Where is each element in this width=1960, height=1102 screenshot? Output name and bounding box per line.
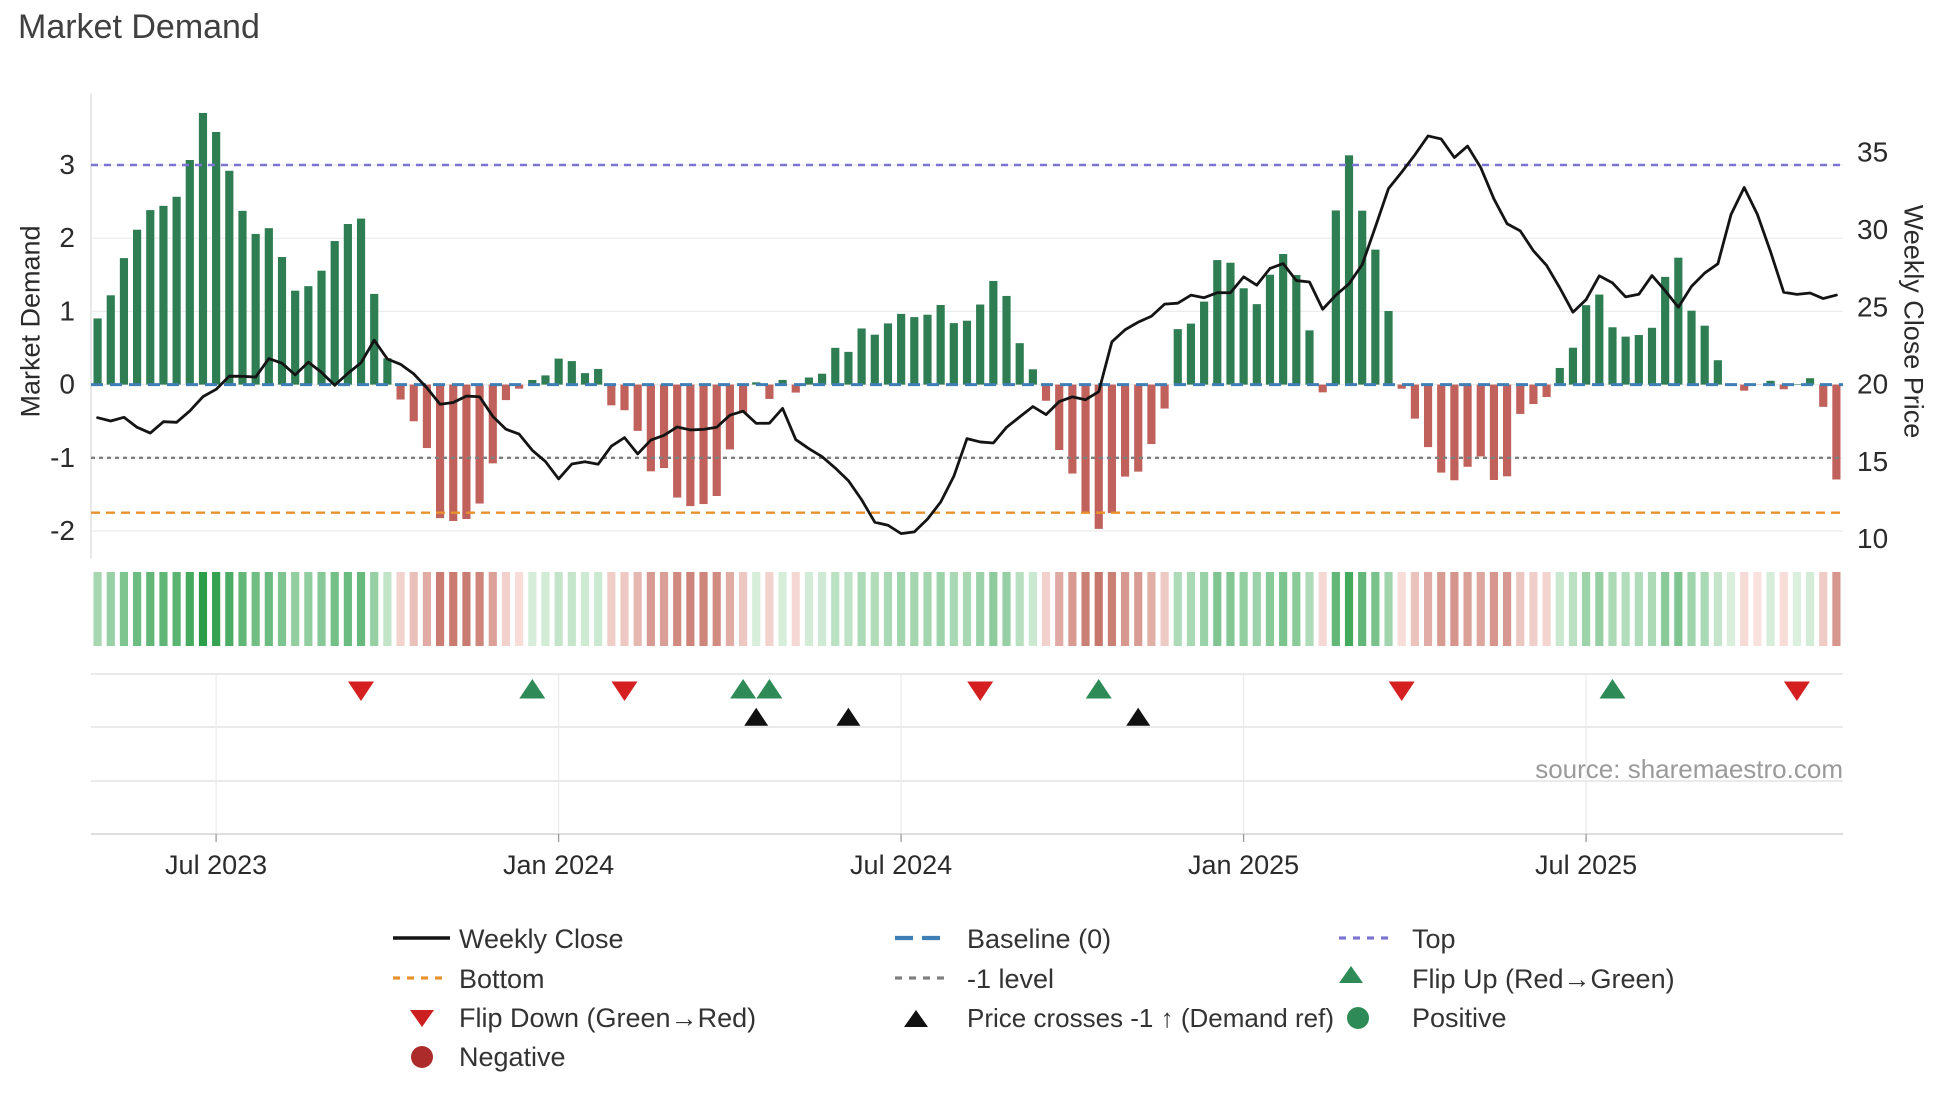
svg-text:15: 15 [1857,446,1888,477]
svg-text:Jul 2024: Jul 2024 [850,850,952,880]
svg-text:Price crosses -1 ↑ (Demand ref: Price crosses -1 ↑ (Demand ref) [967,1003,1334,1033]
svg-text:30: 30 [1857,214,1888,245]
svg-text:3: 3 [59,149,75,180]
svg-text:Jul 2025: Jul 2025 [1535,850,1637,880]
svg-text:-1 level: -1 level [967,964,1054,994]
svg-text:Jan 2024: Jan 2024 [503,850,614,880]
svg-text:0: 0 [59,369,75,400]
svg-text:-1: -1 [50,442,75,473]
svg-text:Jul 2023: Jul 2023 [165,850,267,880]
svg-text:source: sharemaestro.com: source: sharemaestro.com [1535,754,1843,784]
svg-text:1: 1 [59,295,75,326]
svg-text:10: 10 [1857,523,1888,554]
svg-text:Negative: Negative [459,1042,566,1072]
svg-text:-2: -2 [50,515,75,546]
svg-text:Weekly Close: Weekly Close [459,924,624,954]
svg-text:Top: Top [1412,924,1456,954]
svg-text:Flip Up (Red→Green): Flip Up (Red→Green) [1412,964,1675,994]
svg-text:Positive: Positive [1412,1003,1507,1033]
svg-text:20: 20 [1857,369,1888,400]
svg-text:2: 2 [59,222,75,253]
svg-text:Bottom: Bottom [459,964,545,994]
svg-text:Baseline (0): Baseline (0) [967,924,1111,954]
svg-text:Jan 2025: Jan 2025 [1188,850,1299,880]
svg-text:35: 35 [1857,137,1888,168]
svg-text:Flip Down (Green→Red): Flip Down (Green→Red) [459,1003,756,1033]
svg-text:25: 25 [1857,291,1888,322]
